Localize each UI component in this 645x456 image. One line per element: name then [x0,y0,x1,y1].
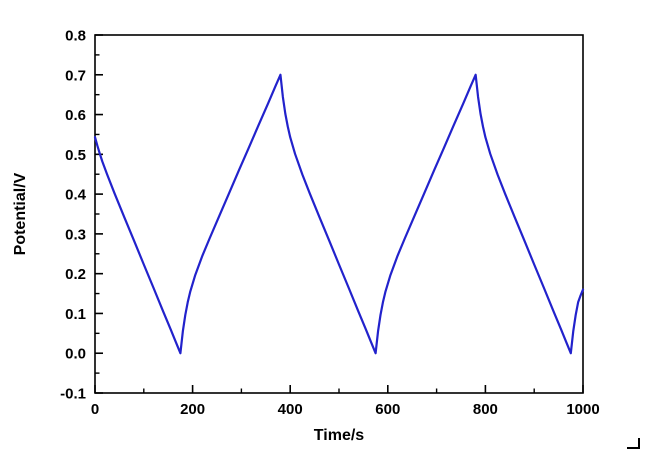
x-tick-label: 400 [278,401,303,418]
y-tick-label: 0.2 [65,266,86,283]
plot-frame [94,34,584,394]
x-tick-label: 600 [375,401,400,418]
x-tick-label: 800 [473,401,498,418]
page-corner-mark [627,438,640,449]
x-tick-label: 1000 [566,401,599,418]
y-tick-label: 0.5 [65,147,86,164]
y-tick-label: -0.1 [60,386,86,403]
y-tick-label: 0.4 [65,187,87,204]
y-tick-label: 0.0 [65,346,86,363]
y-tick-label: 0.3 [65,226,86,243]
x-tick-label: 0 [91,401,99,418]
y-tick-label: 0.6 [65,107,86,124]
x-axis-title: Time/s [313,427,365,444]
y-tick-label: 0.1 [65,306,86,323]
data-line [93,73,585,355]
y-tick-label: 0.8 [65,28,86,45]
x-tick-label: 200 [180,401,205,418]
y-axis-title: Potential/V [12,172,29,256]
y-tick-label: 0.7 [65,67,86,84]
